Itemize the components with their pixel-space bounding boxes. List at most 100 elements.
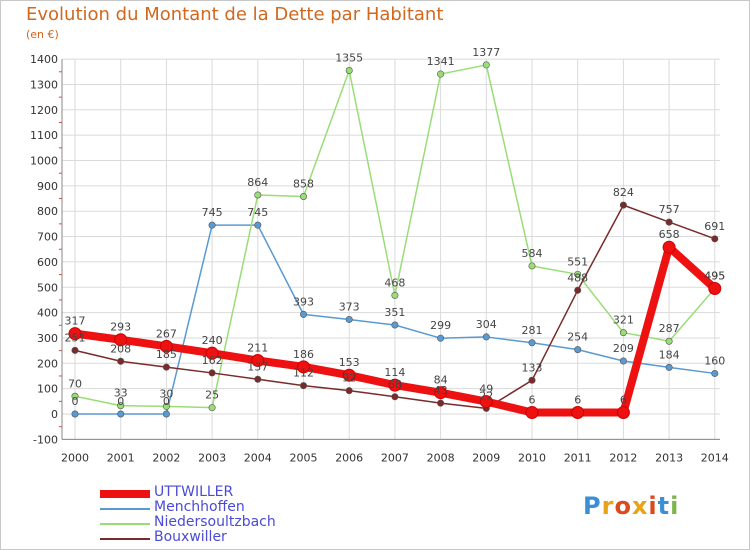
data-label: 6 — [620, 393, 627, 406]
y-tick-label: 1200 — [30, 104, 58, 117]
data-point — [342, 368, 356, 382]
data-label: 287 — [659, 322, 680, 335]
data-point — [665, 337, 673, 345]
data-label: 185 — [156, 348, 177, 361]
legend-swatch — [100, 490, 150, 498]
data-point — [162, 402, 170, 410]
x-tick-label: 2008 — [427, 451, 455, 464]
data-label: 70 — [68, 377, 82, 390]
data-point — [254, 375, 262, 383]
chart-unit-label: (en €) — [26, 28, 59, 41]
data-label: 317 — [65, 315, 86, 328]
data-label: 757 — [659, 203, 680, 216]
y-tick-label: 1400 — [30, 53, 58, 66]
x-tick-label: 2011 — [564, 451, 592, 464]
data-label: 25 — [205, 389, 219, 402]
data-point — [159, 339, 173, 353]
data-point — [616, 405, 630, 419]
data-label: 184 — [659, 348, 680, 361]
data-point — [525, 405, 539, 419]
data-point — [479, 395, 493, 409]
x-tick-label: 2014 — [701, 451, 729, 464]
data-point — [391, 321, 399, 329]
data-point — [711, 369, 719, 377]
data-point — [251, 354, 265, 368]
data-point — [665, 218, 673, 226]
y-tick-label: 900 — [37, 180, 58, 193]
data-point — [619, 201, 627, 209]
y-tick-label: 800 — [37, 205, 58, 218]
data-label: 43 — [434, 384, 448, 397]
data-point — [574, 270, 582, 278]
data-label: 137 — [247, 360, 268, 373]
y-tick-label: 700 — [37, 231, 58, 244]
data-point — [711, 235, 719, 243]
data-point — [208, 221, 216, 229]
data-label: 114 — [384, 366, 405, 379]
data-point — [297, 360, 310, 374]
data-label: 864 — [247, 176, 268, 189]
data-point — [345, 67, 353, 75]
data-label: 1355 — [335, 52, 363, 65]
y-tick-label: 1000 — [30, 155, 58, 168]
data-point — [117, 402, 125, 410]
data-label: 584 — [522, 247, 543, 260]
x-tick-label: 2007 — [381, 451, 409, 464]
data-label: 208 — [110, 342, 131, 355]
data-point — [574, 346, 582, 354]
data-label: 824 — [613, 186, 634, 199]
data-point — [528, 262, 536, 270]
data-label: 254 — [567, 331, 588, 344]
legend-label: Bouxwiller — [154, 529, 227, 545]
data-point — [528, 376, 536, 384]
data-label: 68 — [388, 378, 402, 391]
data-label: 495 — [704, 270, 725, 283]
data-point — [662, 240, 676, 254]
x-tick-label: 2004 — [244, 451, 272, 464]
x-tick-label: 2001 — [107, 451, 135, 464]
data-label: 6 — [574, 393, 581, 406]
data-point — [482, 61, 490, 69]
x-tick-label: 2003 — [198, 451, 226, 464]
legend-swatch — [100, 508, 150, 510]
data-point — [71, 410, 79, 418]
legend-label: UTTWILLER — [154, 484, 234, 500]
data-label: 1341 — [427, 55, 455, 68]
x-tick-label: 2006 — [335, 451, 363, 464]
data-point — [71, 392, 79, 400]
data-label: 281 — [522, 324, 543, 337]
data-point — [208, 369, 216, 377]
data-label: 304 — [476, 318, 497, 331]
data-label: 658 — [659, 228, 680, 241]
data-label: 393 — [293, 295, 314, 308]
x-tick-label: 2009 — [472, 451, 500, 464]
data-label: 691 — [704, 220, 725, 233]
data-label: 30 — [159, 387, 173, 400]
data-label: 240 — [202, 334, 223, 347]
data-point — [437, 334, 445, 342]
data-point — [437, 399, 445, 407]
data-label: 160 — [704, 354, 725, 367]
legend-label: Menchhoffen — [154, 499, 245, 515]
data-point — [437, 70, 445, 78]
y-tick-label: 400 — [37, 307, 58, 320]
y-tick-label: -100 — [33, 433, 58, 446]
data-label: 92 — [342, 372, 356, 385]
data-label: 33 — [114, 387, 128, 400]
data-point — [114, 333, 128, 347]
data-point — [388, 378, 402, 392]
data-point — [299, 310, 307, 318]
data-point — [345, 387, 353, 395]
data-label: 551 — [567, 255, 588, 268]
y-tick-label: 200 — [37, 357, 58, 370]
data-point — [117, 410, 125, 418]
x-tick-label: 2000 — [61, 451, 89, 464]
data-label: 1377 — [472, 46, 500, 59]
data-label: 0 — [163, 395, 170, 408]
data-point — [299, 382, 307, 390]
chart-title: Evolution du Montant de la Dette par Hab… — [26, 4, 444, 25]
data-point — [434, 386, 448, 400]
data-label: 745 — [247, 206, 268, 219]
